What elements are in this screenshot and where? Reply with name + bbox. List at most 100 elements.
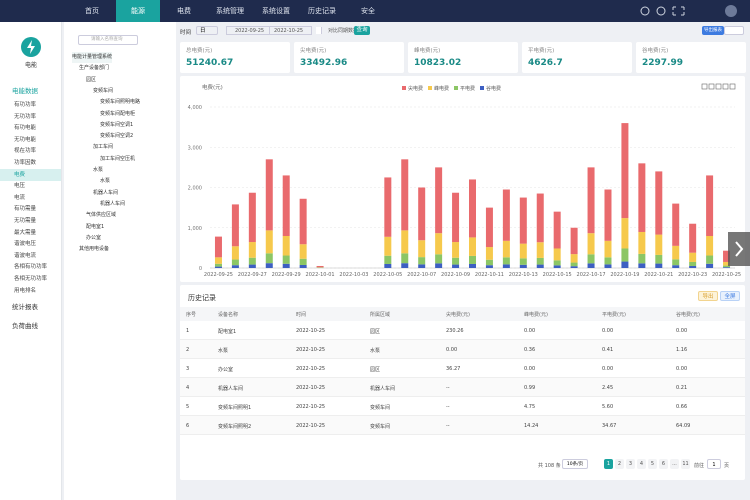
stat-label: 峰电费(元) — [414, 46, 440, 54]
search-input[interactable]: 请输入名称查询 — [78, 35, 138, 45]
bar-segment — [672, 259, 679, 265]
tree-node[interactable]: 生产设备部门 — [79, 63, 109, 74]
menu-item[interactable]: 视在功率 — [0, 145, 61, 157]
menu-item[interactable]: 无功需量 — [0, 215, 61, 227]
tree-node[interactable]: 配电室1 — [86, 222, 104, 233]
nav-item[interactable]: 系统管理 — [208, 0, 252, 22]
menu-group[interactable]: 负荷曲线 — [0, 319, 61, 333]
tree-node[interactable]: 变频车间空调1 — [100, 120, 133, 131]
bar-segment — [655, 264, 662, 268]
nav-item[interactable]: 历史记录 — [300, 0, 344, 22]
bar-segment — [638, 163, 645, 232]
tree-node[interactable]: 变频车间配电柜 — [100, 109, 135, 120]
nav-item[interactable]: 首页 — [70, 0, 114, 22]
column-header: 时间 — [296, 311, 306, 318]
bar-segment — [435, 233, 442, 254]
tree-node[interactable]: 变频车间 — [93, 86, 113, 97]
page-button[interactable]: ... — [670, 459, 679, 469]
tree-node[interactable]: 气体供应区域 — [86, 210, 116, 221]
menu-item[interactable]: 用电排名 — [0, 285, 61, 297]
x-tick-label: 2022-10-25 — [712, 272, 741, 278]
nav-item[interactable]: 安全 — [346, 0, 390, 22]
table-row — [180, 416, 745, 435]
menu-group[interactable]: 电能数据 — [0, 84, 61, 98]
compare-checkbox[interactable]: 对比同期数据 — [316, 27, 358, 34]
x-tick-label: 2022-10-17 — [577, 272, 606, 278]
nav-item[interactable]: 电费 — [162, 0, 206, 22]
nav-item[interactable]: 能源 — [116, 0, 160, 22]
menu-item[interactable]: 各相有功功率 — [0, 261, 61, 273]
page-size-select[interactable]: 10条/页 — [562, 459, 588, 469]
bar-segment — [689, 253, 696, 262]
export-report-button[interactable]: 导出报表 — [702, 26, 724, 35]
menu-item[interactable]: 无功功率 — [0, 111, 61, 123]
menu-item[interactable]: 各相无功功率 — [0, 273, 61, 285]
menu-item[interactable]: 谐波电流 — [0, 250, 61, 262]
nav-item[interactable]: 系统设置 — [254, 0, 298, 22]
goto-input[interactable]: 1 — [707, 459, 721, 469]
query-button[interactable]: 查询 — [354, 26, 370, 35]
bar-segment — [384, 177, 391, 236]
table-cell: 0.41 — [602, 347, 613, 353]
bar-segment — [384, 264, 391, 268]
tree-node[interactable]: 其他用电设备 — [79, 244, 109, 255]
table-button[interactable]: 导出 — [698, 291, 718, 301]
next-arrow[interactable] — [728, 232, 750, 266]
menu-item[interactable]: 无功电能 — [0, 134, 61, 146]
table-cell: 4.75 — [524, 404, 535, 410]
nav-icons — [640, 5, 690, 17]
page-button[interactable]: 3 — [626, 459, 635, 469]
page-button[interactable]: 4 — [637, 459, 646, 469]
menu-group[interactable]: 统计报表 — [0, 300, 61, 314]
bar-segment — [571, 263, 578, 267]
menu-item[interactable]: 功率因数 — [0, 157, 61, 169]
user-icon[interactable] — [724, 4, 738, 18]
page-button[interactable]: 1 — [604, 459, 613, 469]
tree-node[interactable]: 办公室 — [86, 233, 101, 244]
page-button[interactable]: 11 — [681, 459, 690, 469]
tree-node[interactable]: 机器人车间 — [100, 199, 125, 210]
bar-segment — [384, 237, 391, 256]
x-tick-label: 2022-10-15 — [543, 272, 572, 278]
granularity-select[interactable]: 日 — [196, 26, 218, 35]
page-button[interactable]: 2 — [615, 459, 624, 469]
menu-item[interactable]: 有功电能 — [0, 122, 61, 134]
tree-node[interactable]: 电能计量管理系统 — [72, 52, 112, 63]
page-button[interactable]: 6 — [659, 459, 668, 469]
table-cell: 6 — [186, 423, 189, 429]
table-row — [180, 340, 745, 359]
page-button[interactable]: 5 — [648, 459, 657, 469]
toggle-button[interactable] — [724, 26, 744, 35]
menu-item[interactable]: 谐波电压 — [0, 238, 61, 250]
menu-item[interactable]: 最大需量 — [0, 227, 61, 239]
bar-segment — [604, 190, 611, 241]
bar-segment — [266, 230, 273, 253]
bar-segment — [469, 256, 476, 264]
tree-node[interactable]: 机器人车间 — [93, 188, 118, 199]
date-start[interactable]: 2022-09-25 — [226, 26, 270, 35]
tree-node[interactable]: 变频车间空调2 — [100, 131, 133, 142]
bar-segment — [503, 190, 510, 241]
menu-item[interactable]: 有功功率 — [0, 99, 61, 111]
menu-item[interactable]: 电压 — [0, 180, 61, 192]
bar-segment — [300, 265, 307, 268]
tree-node[interactable]: 变频车间照明电路 — [100, 97, 140, 108]
tree-node[interactable]: 水泵 — [93, 165, 103, 176]
table-cell: 机器人车间 — [218, 385, 243, 392]
menu-item[interactable]: 有功需量 — [0, 203, 61, 215]
tree-node[interactable]: 园区 — [86, 75, 96, 86]
tree-node[interactable]: 水泵 — [100, 176, 110, 187]
bar-segment — [706, 236, 713, 256]
tree-node[interactable]: 加工车间 — [93, 142, 113, 153]
table-button[interactable]: 全屏 — [720, 291, 740, 301]
bar-segment — [300, 259, 307, 265]
menu-item[interactable]: 电费 — [0, 169, 61, 181]
logo-text: 电能 — [0, 60, 62, 69]
date-end[interactable]: 2022-10-25 — [270, 26, 312, 35]
table-cell: 0.00 — [602, 328, 613, 334]
table-cell: 0.99 — [524, 385, 535, 391]
menu-item[interactable]: 电流 — [0, 192, 61, 204]
stat-label: 尖电费(元) — [300, 46, 326, 54]
tree-node[interactable]: 加工车间空压机 — [100, 154, 135, 165]
bar-segment — [520, 258, 527, 264]
